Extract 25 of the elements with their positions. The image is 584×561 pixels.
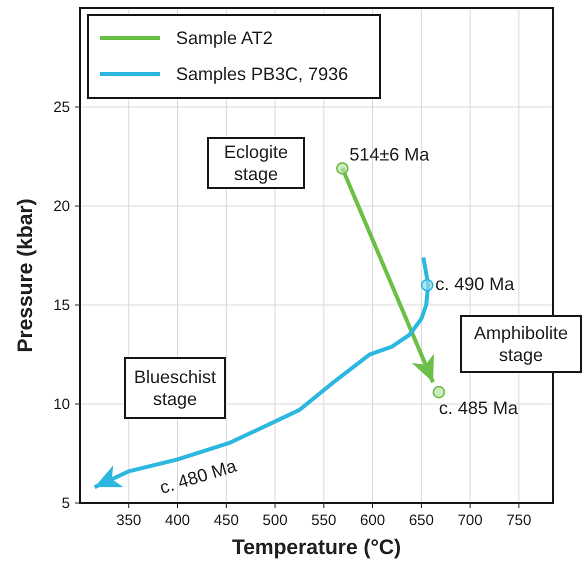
x-axis-title: Temperature (°C)	[232, 536, 402, 559]
y-tick-label: 5	[62, 495, 70, 512]
annotation: Blueschist stage	[134, 367, 216, 409]
x-tick-label: 450	[214, 512, 239, 529]
x-tick-label: 650	[408, 512, 434, 529]
annotation: Amphibolite stage	[474, 323, 568, 365]
y-tick-label: 25	[53, 99, 70, 116]
annotation: Eclogite stage	[224, 142, 288, 184]
y-tick-label: 20	[53, 198, 70, 215]
annotation: 514±6 Ma	[349, 144, 430, 164]
y-axis-title: Pressure (kbar)	[14, 198, 37, 353]
legend-label: Sample AT2	[176, 28, 273, 48]
y-tick-label: 15	[53, 297, 70, 314]
x-tick-label: 500	[262, 512, 288, 529]
legend-label: Samples PB3C, 7936	[176, 64, 348, 84]
annotation: c. 480 Ma	[157, 455, 240, 498]
x-tick-label: 400	[165, 512, 190, 529]
x-tick-label: 350	[116, 512, 142, 529]
y-tick-label: 10	[53, 396, 70, 413]
x-tick-label: 700	[458, 512, 483, 529]
annotation: c. 485 Ma	[438, 398, 519, 418]
x-tick-label: 750	[506, 512, 532, 529]
x-tick-label: 550	[311, 512, 336, 529]
x-tick-label: 600	[360, 512, 386, 529]
annotation: c. 490 Ma	[435, 274, 516, 294]
